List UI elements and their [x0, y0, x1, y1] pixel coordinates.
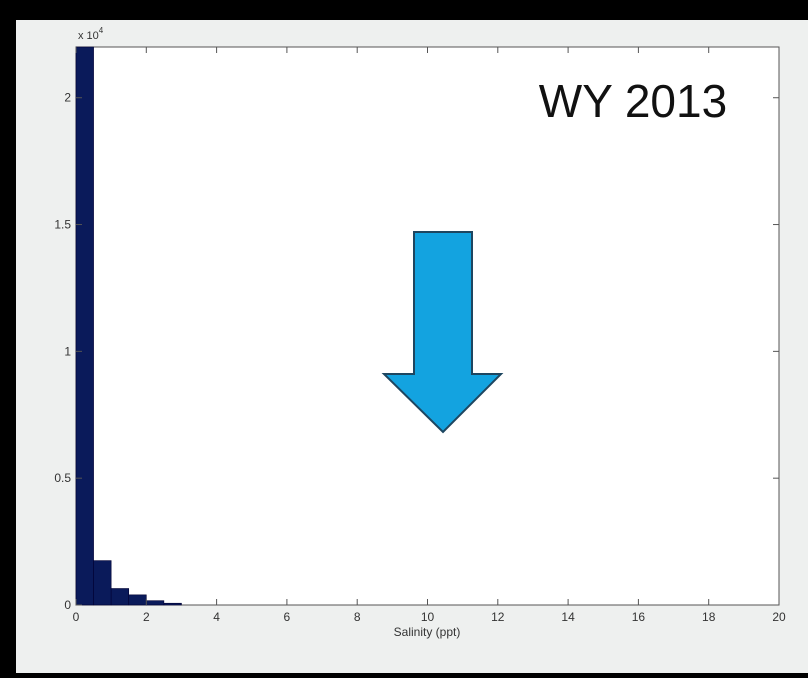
histogram-bar: [128, 594, 147, 606]
histogram-bar: [146, 600, 165, 606]
x-tick-label: 10: [421, 610, 435, 624]
y-axis-exponent: x 104: [78, 26, 104, 42]
y-axis-exponent-base: x 10: [78, 30, 99, 42]
y-tick-label: 2: [64, 91, 71, 105]
x-tick-label: 16: [632, 610, 646, 624]
y-tick-label: 0.5: [54, 471, 71, 485]
bars-group: [75, 46, 182, 606]
x-tick-label: 14: [561, 610, 575, 624]
histogram-bar: [75, 46, 94, 606]
x-axis-ticks: 0 2 4 6 8 10 12 14 16 18 20: [73, 47, 786, 624]
histogram-bar: [93, 560, 112, 606]
y-tick-label: 0: [64, 598, 71, 612]
x-axis-label: Salinity (ppt): [394, 625, 461, 639]
y-tick-label: 1: [64, 344, 71, 358]
x-tick-label: 20: [772, 610, 786, 624]
histogram-bar: [163, 602, 182, 606]
y-axis-exponent-power: 4: [99, 26, 104, 35]
x-tick-label: 8: [354, 610, 361, 624]
x-tick-label: 12: [491, 610, 505, 624]
y-tick-label: 1.5: [54, 218, 71, 232]
x-tick-label: 2: [143, 610, 150, 624]
x-tick-label: 6: [284, 610, 291, 624]
x-tick-label: 18: [702, 610, 716, 624]
down-arrow-icon: [381, 231, 504, 434]
annotation-wy-2013: WY 2013: [539, 75, 727, 127]
x-tick-label: 4: [213, 610, 220, 624]
x-tick-label: 0: [73, 610, 80, 624]
histogram-bar: [110, 588, 130, 606]
y-axis-ticks: 0 0.5 1 1.5 2: [54, 91, 779, 612]
